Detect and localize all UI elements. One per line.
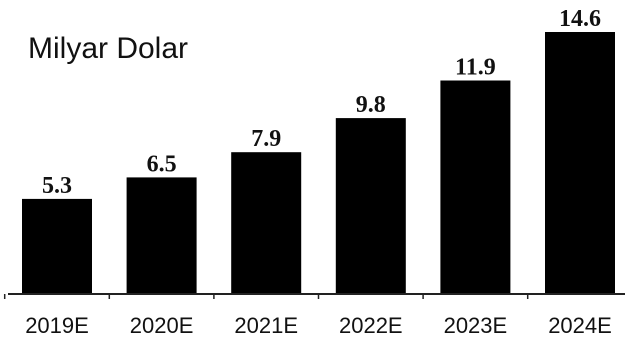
value-labels-group: 5.3 6.5 7.9 9.8 11.9 14.6 (42, 6, 601, 199)
bar-2023E (440, 80, 511, 294)
x-tick-label-2022E: 2022E (339, 313, 403, 338)
bar-2020E (126, 177, 197, 294)
x-tick-labels-group: 2019E 2020E 2021E 2022E 2023E 2024E (25, 313, 612, 338)
x-tick-label-2020E: 2020E (130, 313, 194, 338)
bars-group (22, 32, 615, 294)
bar-2022E (335, 118, 406, 294)
x-tick-label-2024E: 2024E (548, 313, 612, 338)
bar-2019E (22, 198, 92, 294)
value-label-2024E: 14.6 (559, 6, 601, 32)
value-label-2019E: 5.3 (42, 173, 72, 199)
bar-2021E (231, 152, 302, 294)
value-label-2020E: 6.5 (147, 151, 177, 177)
x-tick-label-2023E: 2023E (444, 313, 508, 338)
bar-2024E (545, 32, 615, 294)
x-ticks-group (3, 294, 529, 299)
value-label-2023E: 11.9 (455, 55, 496, 81)
unit-label: Milyar Dolar (28, 32, 188, 65)
value-label-2022E: 9.8 (356, 92, 386, 118)
x-tick-label-2021E: 2021E (234, 313, 298, 338)
value-label-2021E: 7.9 (251, 126, 281, 152)
x-tick-label-2019E: 2019E (25, 313, 89, 338)
